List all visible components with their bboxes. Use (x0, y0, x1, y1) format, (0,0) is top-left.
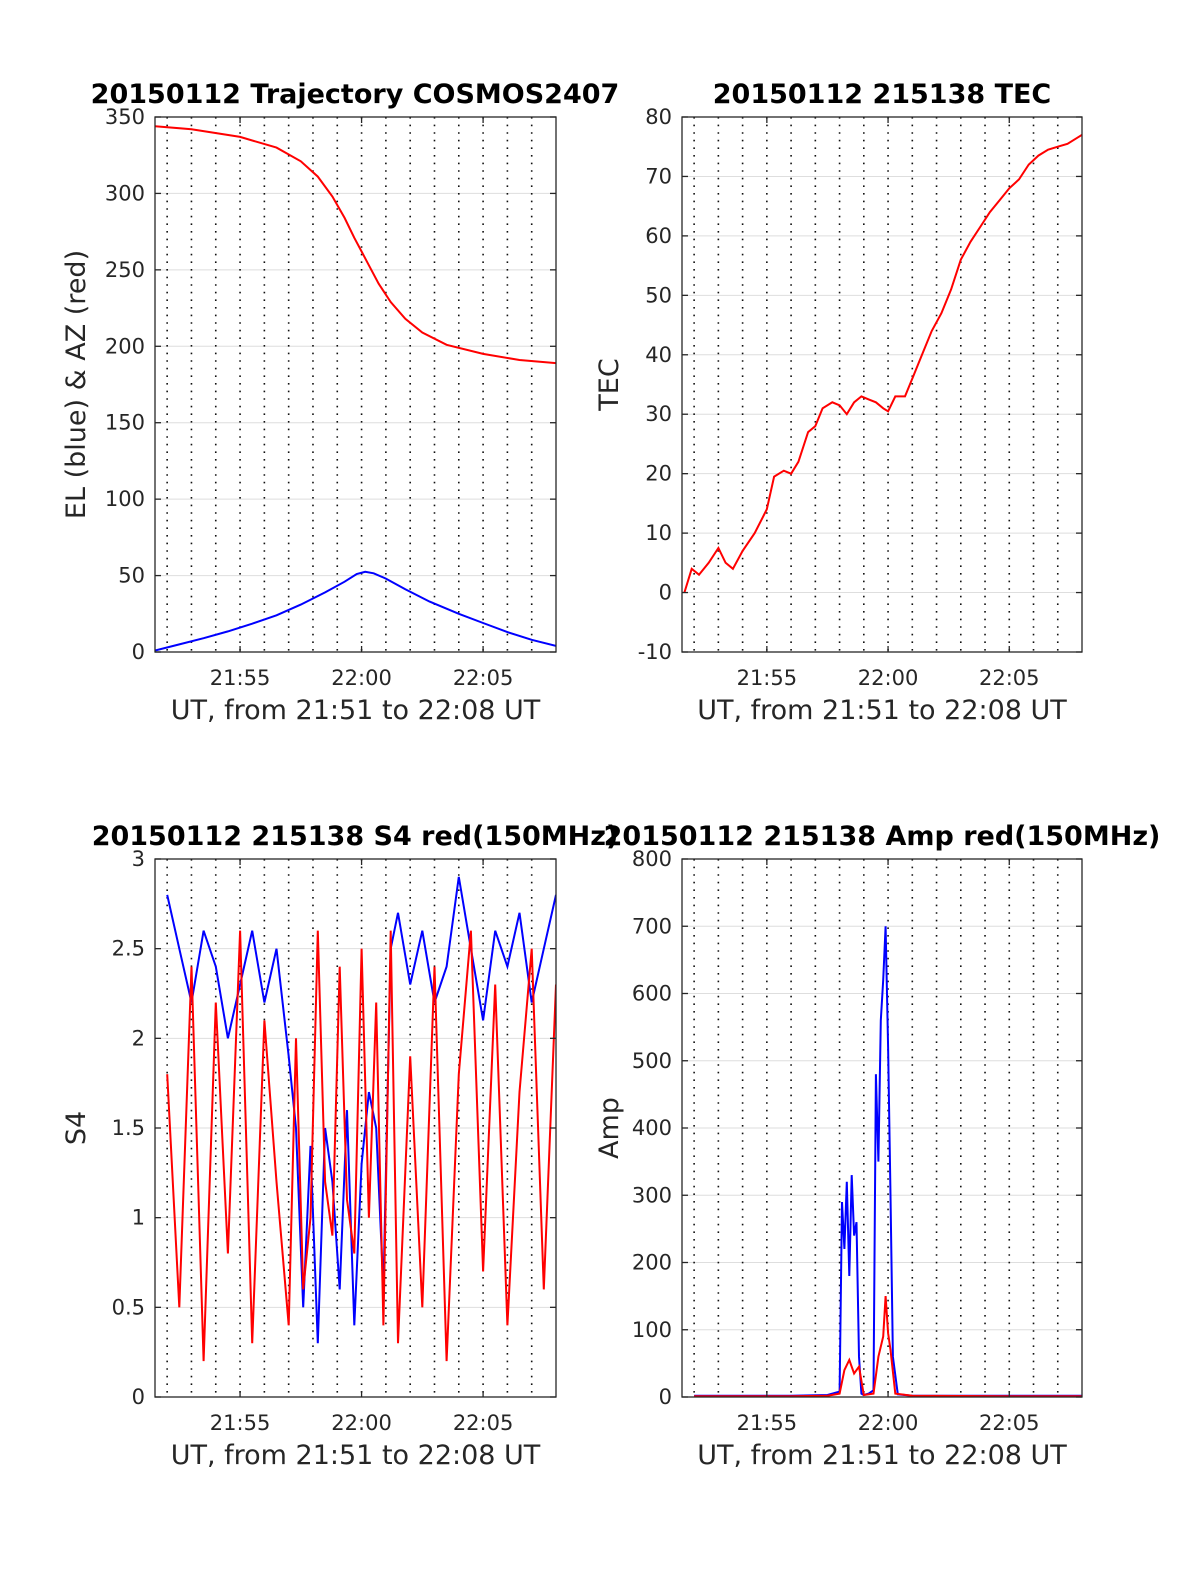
y-tick-label: -10 (638, 640, 672, 664)
x-tick-label: 21:55 (737, 1411, 798, 1435)
y-tick-label: 400 (632, 1116, 672, 1140)
x-axis-label: UT, from 21:51 to 22:08 UT (171, 1440, 541, 1471)
series-line (166, 930, 556, 1362)
y-tick-label: 150 (105, 411, 145, 435)
y-tick-label: 200 (632, 1251, 672, 1275)
y-tick-label: 100 (632, 1318, 672, 1342)
x-tick-label: 22:05 (453, 666, 514, 690)
y-tick-label: 1 (132, 1206, 145, 1230)
x-axis-label: UT, from 21:51 to 22:08 UT (171, 695, 541, 726)
y-axis-label: EL (blue) & AZ (red) (61, 250, 92, 519)
y-tick-label: 2.5 (112, 937, 145, 961)
panel-amp: 20150112 215138 Amp red(150MHz) 0 100 200 3… (594, 821, 1160, 1471)
axes-frame (681, 116, 1083, 653)
panel-title: 20150112 Trajectory COSMOS2407 (91, 79, 620, 110)
panel-tec: 20150112 215138 TEC -10 0 10 20 30 40 50 60 70 80… (594, 79, 1083, 726)
y-tick-label: 40 (645, 343, 672, 367)
x-tick-label: 21:55 (210, 666, 271, 690)
y-tick-label: 800 (632, 847, 672, 871)
y-tick-label: 0 (659, 581, 672, 605)
x-axis-label: UT, from 21:51 to 22:08 UT (697, 1440, 1067, 1471)
y-tick-label: 2 (132, 1026, 145, 1050)
y-tick-label: 30 (645, 402, 672, 426)
y-tick-label: 50 (645, 283, 672, 307)
series-line (694, 1296, 1082, 1397)
y-tick-label: 0.5 (112, 1295, 145, 1319)
x-tick-label: 21:55 (737, 666, 798, 690)
panel-s4: 20150112 215138 S4 red(150MHz) 0 0.5 1 1.5 2… (61, 821, 618, 1471)
x-tick-label: 22:05 (979, 666, 1040, 690)
y-tick-label: 200 (105, 334, 145, 358)
y-tick-label: 10 (645, 521, 672, 545)
panel-title: 20150112 215138 TEC (713, 79, 1052, 110)
x-axis-label: UT, from 21:51 to 22:08 UT (697, 695, 1067, 726)
y-tick-label: 250 (105, 258, 145, 282)
y-tick-label: 0 (132, 1385, 145, 1409)
y-axis-label: Amp (594, 1097, 625, 1159)
x-tick-label: 22:05 (979, 1411, 1040, 1435)
panel-title: 20150112 215138 S4 red(150MHz) (92, 821, 619, 852)
y-tick-label: 500 (632, 1049, 672, 1073)
y-tick-label: 70 (645, 164, 672, 188)
y-axis-label: TEC (594, 358, 625, 411)
x-tick-label: 21:55 (210, 1411, 271, 1435)
y-tick-label: 1.5 (112, 1116, 145, 1140)
y-tick-label: 600 (632, 982, 672, 1006)
y-tick-label: 60 (645, 224, 672, 248)
x-tick-label: 22:00 (331, 666, 392, 690)
panel-trajectory: 20150112 Trajectory COSMOS2407 0 50 100 150… (61, 79, 619, 726)
x-tick-label: 22:00 (858, 1411, 919, 1435)
series-line (683, 133, 1082, 593)
axes-frame (154, 116, 557, 653)
x-tick-label: 22:00 (858, 666, 919, 690)
y-tick-label: 80 (645, 105, 672, 129)
y-tick-label: 300 (105, 181, 145, 205)
y-tick-label: 100 (105, 487, 145, 511)
series-line (155, 125, 556, 365)
y-tick-label: 50 (118, 564, 145, 588)
y-axis-label: S4 (61, 1111, 92, 1145)
y-tick-label: 0 (659, 1385, 672, 1409)
x-tick-label: 22:05 (453, 1411, 514, 1435)
y-tick-label: 0 (132, 640, 145, 664)
x-tick-label: 22:00 (331, 1411, 392, 1435)
series-line (166, 876, 556, 1344)
y-tick-label: 20 (645, 462, 672, 486)
y-tick-label: 300 (632, 1183, 672, 1207)
y-tick-label: 3 (132, 847, 145, 871)
y-tick-label: 700 (632, 914, 672, 938)
y-tick-label: 350 (105, 105, 145, 129)
series-line (155, 570, 556, 652)
panel-title: 20150112 215138 Amp red(150MHz) (604, 821, 1161, 852)
